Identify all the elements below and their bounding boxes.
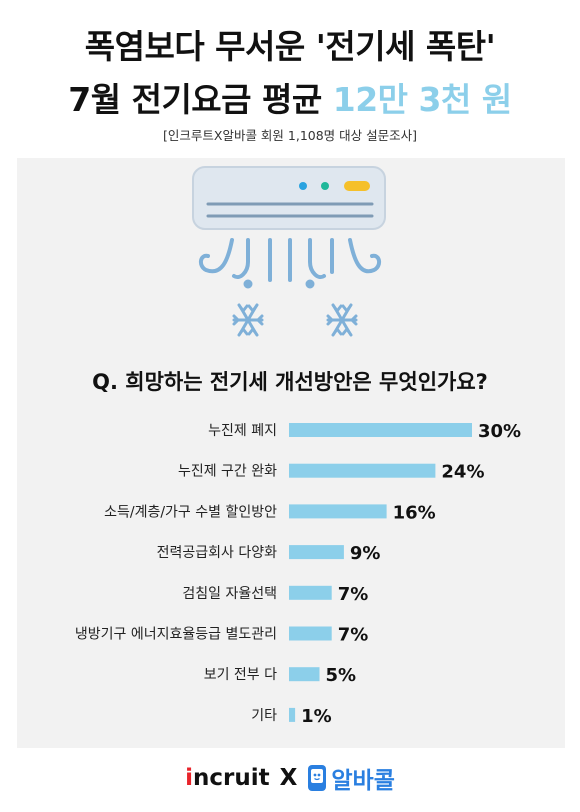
value-label: 30% (478, 421, 521, 442)
value-label: 7% (338, 584, 369, 605)
chart-question: Q. 희망하는 전기세 개선방안은 무엇인가요? (92, 370, 488, 394)
value-label: 7% (338, 625, 369, 646)
logo-separator: X (279, 765, 298, 791)
page-title-line1: 폭염보다 무서운 '전기세 폭탄' (84, 27, 496, 66)
title-highlight: 12만 3천 원 (332, 80, 512, 119)
category-label: 누진제 폐지 (208, 423, 277, 439)
category-label: 누진제 구간 완화 (178, 464, 277, 480)
bar (289, 504, 387, 519)
bar (289, 463, 436, 478)
category-label: 전력공급회사 다양화 (157, 545, 277, 561)
incruit-logo: incruit (185, 765, 270, 791)
bar (289, 423, 472, 437)
snowflake-icon (326, 303, 358, 337)
survey-source: [인크루트X알바콜 회원 1,108명 대상 설문조사] (163, 128, 417, 143)
bar (289, 667, 320, 682)
category-label: 보기 전부 다 (204, 667, 277, 683)
bar (289, 626, 332, 641)
value-label: 16% (393, 502, 436, 523)
value-label: 9% (350, 543, 381, 564)
category-label: 소득/계층/가구 수별 할인방안 (104, 504, 277, 520)
page-title-line2: 7월 전기요금 평균 12만 3천 원 (0, 73, 580, 121)
phone-icon (308, 765, 327, 791)
category-label: 냉방기구 에너지효율등급 별도관리 (75, 627, 277, 643)
air-conditioner-icon (192, 166, 386, 289)
value-label: 5% (326, 665, 357, 686)
value-label: 24% (441, 462, 484, 483)
category-label: 기타 (251, 708, 277, 724)
category-label: 검침일 자율선택 (182, 586, 277, 602)
bar (289, 707, 296, 722)
snowflake-icon (232, 303, 264, 337)
albacall-logo: 알바콜 (307, 761, 395, 795)
title-prefix: 7월 전기요금 평균 (68, 80, 322, 119)
bar (289, 545, 344, 560)
bar (289, 585, 332, 600)
footer-logos: incruit X 알바콜 (0, 758, 580, 798)
value-label: 1% (301, 706, 332, 727)
